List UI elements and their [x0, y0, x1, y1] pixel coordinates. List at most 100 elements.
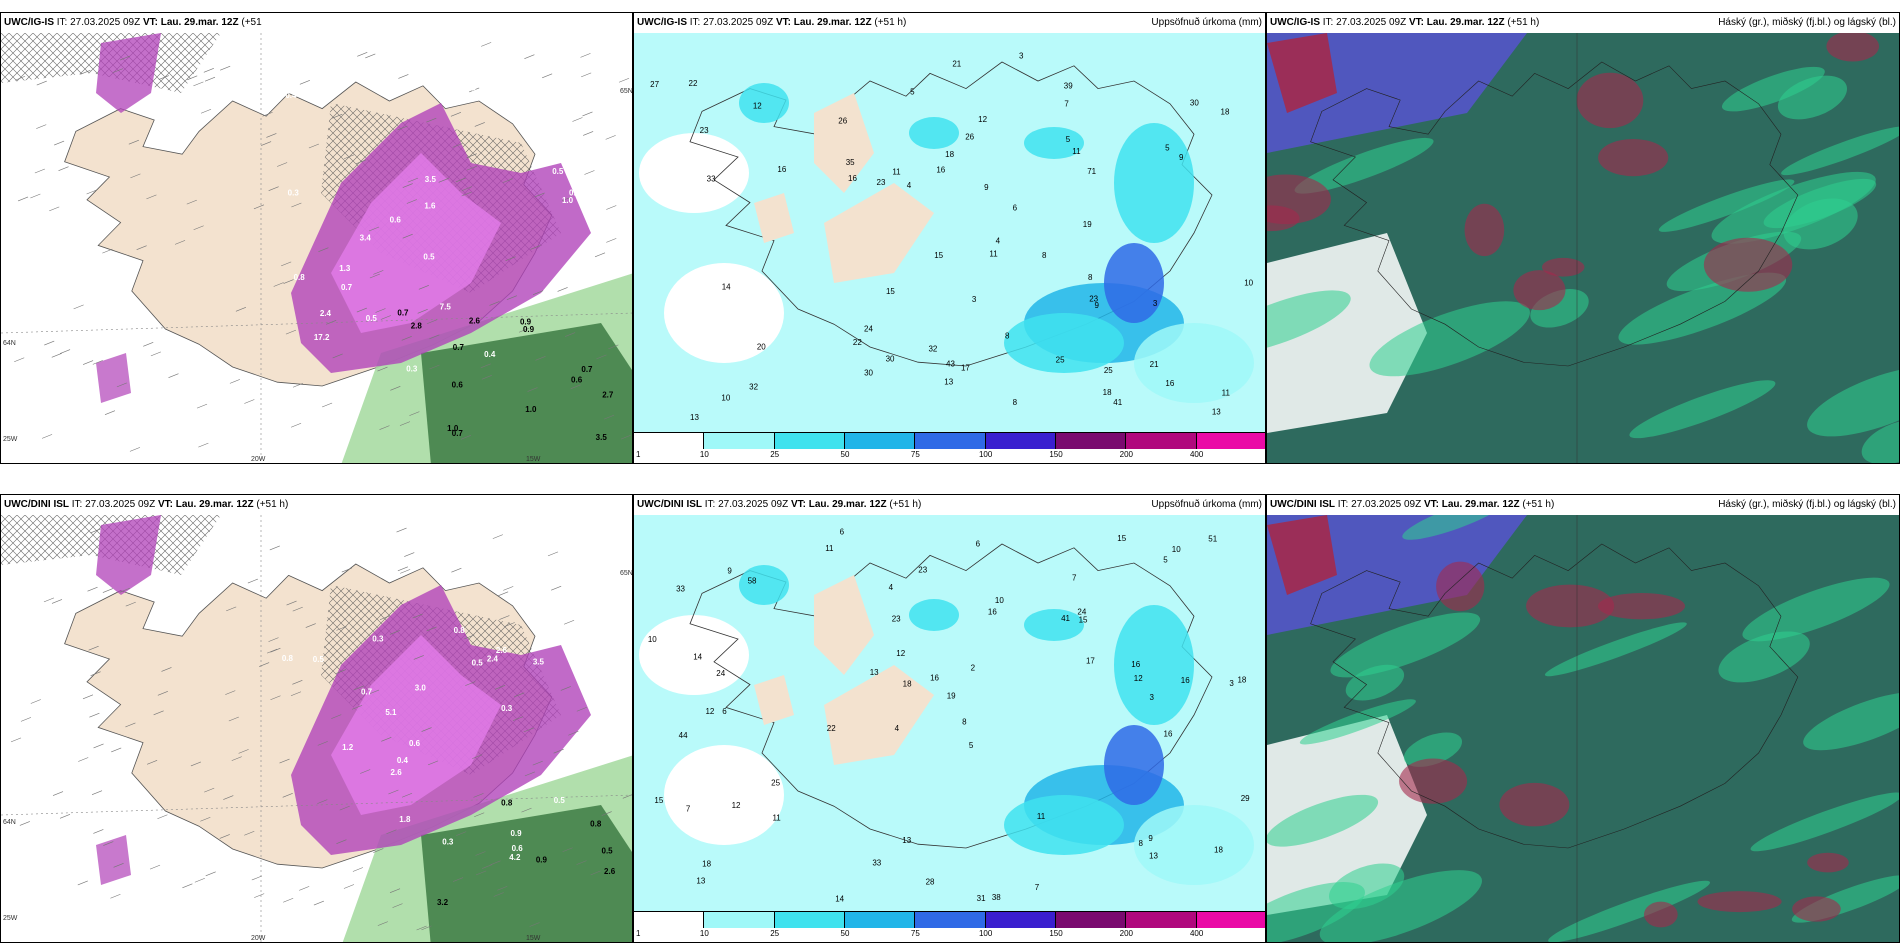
wind-barb [390, 386, 401, 391]
colorbar-tick-label: 200 [1119, 450, 1134, 459]
panel-header: UWC/DINI ISL IT: 27.03.2025 09Z VT: Lau.… [1267, 495, 1899, 515]
cloud-band [1402, 515, 1509, 540]
cloud-band [1330, 612, 1481, 678]
valid-time: Lau. 29.mar. 12Z [793, 17, 872, 28]
wind-barb [88, 645, 99, 651]
wind-barb [406, 199, 417, 204]
mid-cloud-area [1598, 138, 1669, 177]
accum-value-label: 3 [1019, 52, 1024, 61]
cloud-band [1369, 301, 1530, 377]
accum-value-label: 9 [1094, 301, 1099, 310]
wind-barb [161, 667, 172, 672]
accum-value-label: 8 [1088, 273, 1093, 282]
accum-value-label: 51 [1208, 534, 1217, 543]
wind-barb [317, 799, 328, 804]
precip-value-label: 0.6 [512, 844, 524, 853]
precip-value-label: 2.7 [602, 390, 614, 399]
accum-value-label: 13 [1212, 407, 1221, 416]
accum-value-label: 7 [1064, 99, 1069, 108]
wind-barb [174, 240, 186, 245]
accum-value-label: 4 [907, 181, 912, 190]
wind-barb [404, 552, 415, 557]
wind-barb [375, 308, 386, 313]
accum-value-label: 3 [1229, 679, 1234, 688]
precip-value-label: 3.8 [472, 88, 484, 97]
wind-barb [464, 634, 475, 640]
wind-barb [262, 111, 273, 117]
mid-cloud-area [1792, 896, 1841, 922]
accum-value-label: 28 [926, 877, 935, 886]
panel-header: UWC/IG-IS IT: 27.03.2025 09Z VT: Lau. 29… [634, 13, 1265, 33]
panel-precip-type-igis: UWC/IG-IS IT: 27.03.2025 09Z VT: Lau. 29… [0, 12, 633, 464]
wind-barb [290, 691, 302, 697]
precip-area [1004, 795, 1124, 855]
wind-barb [583, 131, 594, 136]
lead-time: (+51 h) [889, 499, 922, 510]
precip-value-label: 0.9 [523, 325, 535, 334]
wind-barb [58, 166, 69, 171]
accum-value-label: 13 [870, 668, 879, 677]
wind-barb [421, 727, 432, 732]
cloud-band [1629, 380, 1776, 439]
wind-barb [606, 205, 617, 210]
mid-cloud-area [1807, 852, 1849, 873]
wind-barb [343, 884, 355, 889]
precip-value-label: 0.9 [510, 829, 522, 838]
parallel-line [1, 794, 632, 816]
wind-barb [20, 717, 32, 722]
wind-barb [113, 863, 124, 868]
accum-value-label: 10 [648, 635, 657, 644]
accum-value-label: 18 [1103, 388, 1112, 397]
iceland-outline [689, 543, 1213, 849]
wind-barb [247, 578, 258, 584]
wind-barb [93, 743, 104, 749]
wind-barb [582, 111, 593, 117]
wind-barb [562, 847, 573, 852]
wind-barb [396, 527, 407, 533]
valid-time: Lau. 29.mar. 12Z [1426, 17, 1505, 28]
wind-barb [542, 73, 553, 79]
precip-area [739, 83, 789, 123]
colorbar-cell [845, 912, 916, 928]
valid-time: Lau. 29.mar. 12Z [1441, 499, 1520, 510]
mid-cloud-area [1436, 561, 1485, 612]
wind-barb [365, 53, 376, 59]
wind-barb [80, 70, 91, 75]
accum-value-label: 3 [1150, 693, 1155, 702]
accum-value-label: 43 [946, 360, 955, 369]
wind-barb [373, 848, 384, 853]
wind-barb [268, 186, 279, 191]
axis-label: 64N [3, 819, 16, 826]
colorbar-cell [1126, 433, 1197, 449]
precip-value-label: 3.2 [437, 898, 449, 907]
precip-value-label: 1.0 [562, 196, 574, 205]
wind-barb [402, 183, 413, 188]
wind-barb [51, 353, 62, 358]
accum-value-label: 9 [1179, 153, 1184, 162]
accum-value-label: 23 [918, 566, 927, 575]
mid-cloud-area [1697, 891, 1782, 913]
cloud-band [1544, 622, 1687, 677]
wind-barb [34, 168, 45, 174]
wind-barb [266, 133, 277, 138]
wind-barb [91, 790, 103, 795]
wind-barb [451, 567, 462, 573]
wind-barb [299, 886, 310, 891]
colorbar-cell [774, 433, 845, 449]
wind-barb [397, 125, 408, 131]
wind-barb [198, 442, 209, 448]
wind-barb [398, 74, 409, 79]
wind-barb [351, 705, 363, 710]
precip-value-label: 7.5 [440, 302, 452, 311]
wind-barb [89, 712, 100, 718]
precip-value-label: 0.6 [571, 376, 583, 385]
wind-barb [43, 597, 55, 603]
accum-value-label: 24 [1077, 607, 1086, 616]
cloud-band [1294, 137, 1434, 194]
colorbar-tick-label: 100 [978, 929, 993, 938]
wind-barb [336, 839, 347, 844]
wind-barb [332, 113, 343, 119]
precip-value-label: 0.5 [423, 252, 435, 261]
wind-barb [469, 87, 480, 93]
accum-value-label: 12 [732, 801, 741, 810]
